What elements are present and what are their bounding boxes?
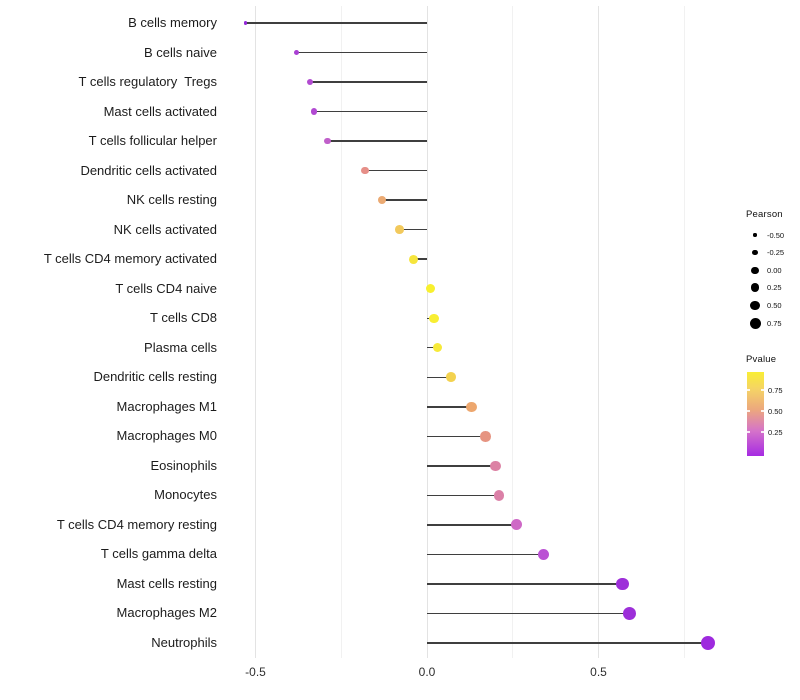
- row-label: T cells follicular helper: [88, 133, 217, 149]
- grid-line-major: [255, 6, 256, 658]
- lollipop-stem: [313, 110, 427, 113]
- lollipop-dot: [425, 284, 436, 294]
- lollipop-stem: [427, 465, 496, 467]
- colorbar-tick: [761, 389, 764, 391]
- colorbar-label: 0.50: [768, 406, 783, 416]
- row-label: Monocytes: [154, 487, 217, 503]
- lollipop-stem: [427, 612, 630, 615]
- lollipop-dot: [361, 166, 370, 175]
- legend-size-label: 0.00: [767, 265, 782, 275]
- lollipop-dot: [324, 137, 331, 145]
- grid-line-minor: [340, 6, 342, 658]
- x-tick-label: 0.0: [418, 665, 436, 679]
- lollipop-dot: [616, 577, 629, 591]
- lollipop-stem: [296, 51, 427, 54]
- lollipop-stem: [382, 199, 427, 201]
- lollipop-stem: [413, 258, 427, 260]
- row-label: Mast cells resting: [116, 575, 217, 591]
- pvalue-colorbar: [747, 372, 764, 456]
- lollipop-dot: [310, 108, 317, 115]
- lollipop-dot: [395, 225, 404, 234]
- lollipop-stem: [427, 494, 500, 497]
- row-label: NK cells activated: [113, 221, 217, 237]
- lollipop-dot: [378, 196, 387, 205]
- row-label: B cells naive: [144, 44, 217, 60]
- row-label: T cells CD4 naive: [115, 280, 217, 296]
- legend-pearson-title: Pearson: [746, 209, 783, 220]
- legend-size-label: -0.25: [767, 248, 785, 258]
- colorbar-tick: [747, 389, 750, 391]
- legend-size-label: -0.50: [767, 230, 785, 240]
- lollipop-stem: [427, 524, 517, 526]
- x-tick-label: 0.5: [590, 665, 607, 679]
- grid-line-minor: [512, 6, 514, 658]
- lollipop-stem: [427, 553, 544, 556]
- lollipop-dot: [243, 21, 247, 25]
- grid-line-major: [598, 6, 599, 658]
- legend-size-label: 0.75: [767, 318, 782, 328]
- lollipop-stem: [310, 81, 427, 83]
- row-label: T cells regulatory Tregs: [78, 74, 217, 90]
- row-label: Neutrophils: [151, 635, 217, 650]
- row-label: Macrophages M0: [116, 428, 217, 444]
- lollipop-stem: [427, 642, 709, 644]
- row-label: Dendritic cells resting: [93, 369, 217, 385]
- legend-size-dot: [751, 266, 759, 274]
- row-label: Macrophages M1: [116, 398, 217, 414]
- x-tick-label: -0.5: [245, 665, 266, 679]
- legend-size-dot: [752, 249, 758, 256]
- colorbar-tick: [761, 410, 764, 412]
- lollipop-dot: [480, 431, 491, 442]
- row-label: Macrophages M2: [116, 605, 217, 621]
- lollipop-dot: [622, 606, 636, 620]
- colorbar-label: 0.25: [768, 427, 783, 437]
- row-label: T cells CD8: [150, 310, 217, 326]
- legend-size-dot: [750, 300, 760, 311]
- legend-size-dot: [753, 233, 757, 237]
- lollipop-stem: [399, 228, 427, 231]
- lollipop-dot: [429, 313, 439, 323]
- colorbar-label: 0.75: [768, 385, 783, 395]
- lollipop-stem: [427, 347, 438, 349]
- lollipop-dot: [446, 372, 456, 383]
- lollipop-dot: [432, 343, 442, 353]
- lollipop-stem: [427, 376, 451, 378]
- row-label: Eosinophils: [150, 457, 218, 473]
- legend-pvalue-title: Pvalue: [746, 354, 777, 365]
- lollipop-stem: [427, 435, 486, 438]
- lollipop-dot: [293, 49, 300, 56]
- lollipop-stem: [327, 140, 427, 142]
- row-label: T cells CD4 memory activated: [43, 251, 217, 267]
- row-label: Mast cells activated: [103, 103, 217, 119]
- lollipop-stem: [427, 406, 472, 408]
- legend-size-dot: [749, 317, 761, 329]
- legend-size-dot: [750, 283, 760, 293]
- lollipop-dot: [466, 401, 477, 412]
- row-label: T cells CD4 memory resting: [56, 516, 217, 532]
- colorbar-tick: [747, 431, 750, 433]
- row-label: Dendritic cells activated: [80, 162, 217, 178]
- lollipop-dot: [307, 78, 314, 86]
- row-label: T cells gamma delta: [100, 546, 217, 562]
- lollipop-dot: [701, 635, 716, 651]
- row-label: B cells memory: [128, 15, 217, 30]
- grid-line-minor: [683, 6, 685, 658]
- lollipop-dot: [537, 548, 550, 561]
- lollipop-stem: [365, 169, 427, 172]
- legend-size-label: 0.25: [767, 283, 782, 293]
- row-label: Plasma cells: [144, 339, 217, 355]
- lollipop-dot: [408, 254, 418, 264]
- lollipop-dot: [490, 460, 501, 472]
- legend-size-label: 0.50: [767, 300, 782, 310]
- grid-line-major: [426, 6, 428, 658]
- colorbar-tick: [761, 431, 764, 433]
- lollipop-dot: [493, 490, 505, 501]
- lollipop-stem: [245, 22, 427, 24]
- row-label: NK cells resting: [126, 192, 217, 208]
- lollipop-stem: [427, 583, 623, 585]
- lollipop-dot: [510, 519, 522, 531]
- colorbar-tick: [747, 410, 750, 412]
